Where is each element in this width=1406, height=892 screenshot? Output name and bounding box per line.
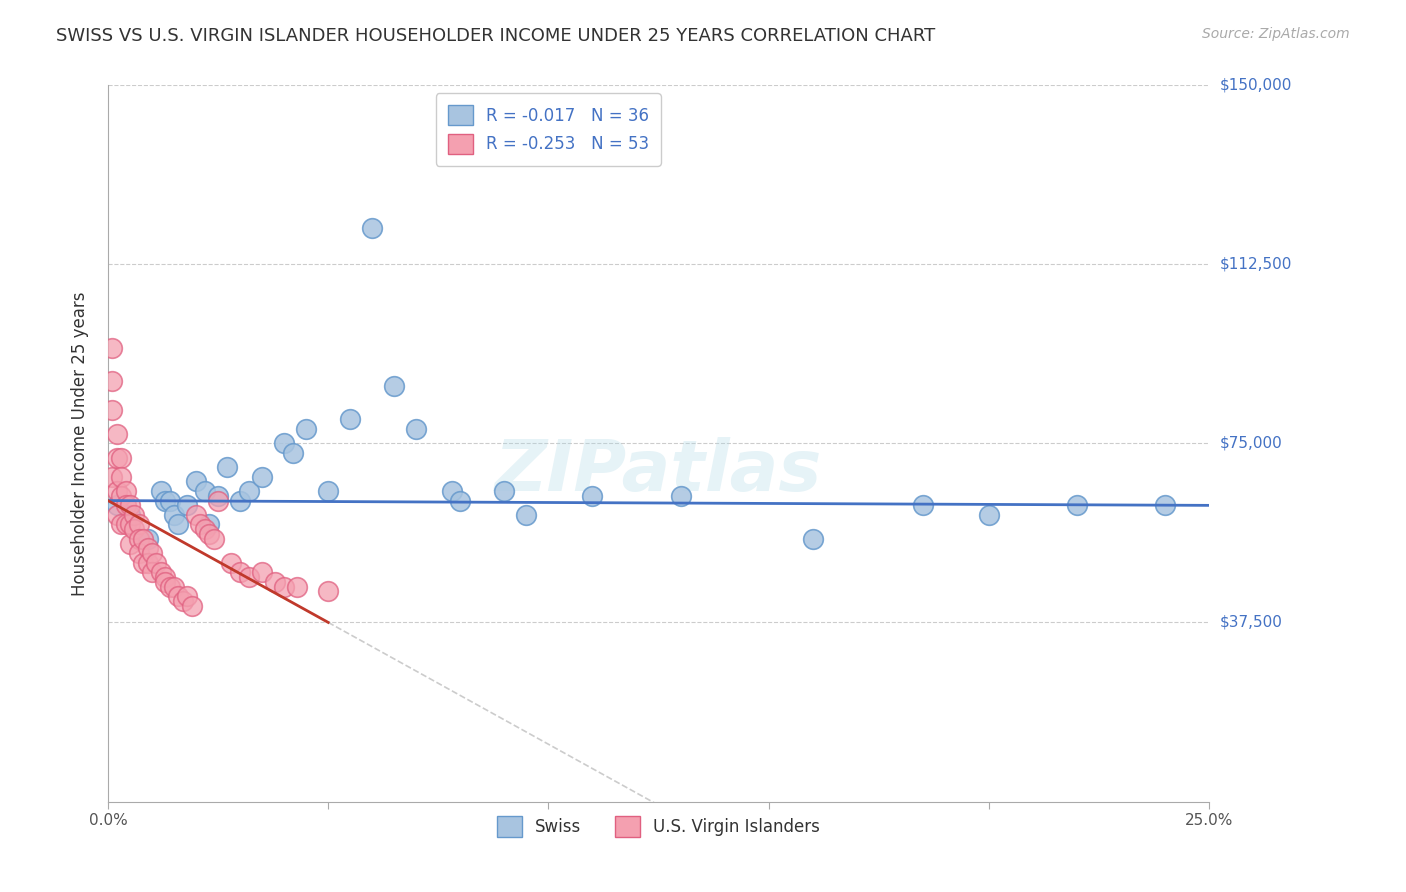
Point <box>101 374 124 388</box>
Point <box>207 493 229 508</box>
Point <box>215 460 238 475</box>
Point <box>128 532 150 546</box>
Point <box>361 221 384 235</box>
Point <box>669 489 692 503</box>
Point <box>801 532 824 546</box>
Point <box>229 566 252 580</box>
Point <box>114 517 136 532</box>
Point <box>124 522 146 536</box>
Text: $150,000: $150,000 <box>1220 78 1292 93</box>
Point <box>128 546 150 560</box>
Point <box>207 489 229 503</box>
Point <box>198 527 221 541</box>
Point <box>118 499 141 513</box>
Point <box>405 422 427 436</box>
Point <box>101 402 124 417</box>
Point <box>155 574 177 589</box>
Point <box>163 580 186 594</box>
Point <box>136 556 159 570</box>
Legend: Swiss, U.S. Virgin Islanders: Swiss, U.S. Virgin Islanders <box>491 810 827 844</box>
Point <box>382 379 405 393</box>
Point <box>172 594 194 608</box>
Point <box>124 508 146 522</box>
Point <box>141 546 163 560</box>
Point <box>295 422 318 436</box>
Point <box>136 541 159 556</box>
Point <box>110 517 132 532</box>
Point <box>515 508 537 522</box>
Point <box>250 566 273 580</box>
Text: $37,500: $37,500 <box>1220 615 1284 630</box>
Point <box>1066 499 1088 513</box>
Point <box>101 469 124 483</box>
Point <box>440 483 463 498</box>
Point <box>180 599 202 613</box>
Point <box>273 580 295 594</box>
Point <box>911 499 934 513</box>
Point <box>105 483 128 498</box>
Point <box>114 499 136 513</box>
Point <box>581 489 603 503</box>
Point <box>273 436 295 450</box>
Point <box>167 589 190 603</box>
Point <box>339 412 361 426</box>
Point <box>159 580 181 594</box>
Point <box>194 522 217 536</box>
Point <box>149 483 172 498</box>
Text: Source: ZipAtlas.com: Source: ZipAtlas.com <box>1202 27 1350 41</box>
Point <box>449 493 471 508</box>
Text: $75,000: $75,000 <box>1220 436 1282 450</box>
Point <box>118 536 141 550</box>
Y-axis label: Householder Income Under 25 years: Householder Income Under 25 years <box>72 291 89 596</box>
Point <box>163 508 186 522</box>
Point <box>149 566 172 580</box>
Point <box>1154 499 1177 513</box>
Point <box>194 483 217 498</box>
Point <box>128 517 150 532</box>
Point <box>136 532 159 546</box>
Point <box>105 450 128 465</box>
Point <box>132 556 155 570</box>
Point <box>184 475 207 489</box>
Point <box>159 493 181 508</box>
Text: $112,500: $112,500 <box>1220 257 1292 271</box>
Point <box>114 483 136 498</box>
Point <box>155 493 177 508</box>
Text: SWISS VS U.S. VIRGIN ISLANDER HOUSEHOLDER INCOME UNDER 25 YEARS CORRELATION CHAR: SWISS VS U.S. VIRGIN ISLANDER HOUSEHOLDE… <box>56 27 935 45</box>
Point <box>198 517 221 532</box>
Point <box>105 426 128 441</box>
Point <box>287 580 309 594</box>
Point <box>101 341 124 355</box>
Point <box>110 469 132 483</box>
Point <box>190 517 212 532</box>
Point <box>132 532 155 546</box>
Point <box>105 508 128 522</box>
Point <box>118 508 141 522</box>
Point <box>118 517 141 532</box>
Point <box>238 483 260 498</box>
Point <box>184 508 207 522</box>
Point <box>229 493 252 508</box>
Point <box>281 446 304 460</box>
Point <box>238 570 260 584</box>
Point <box>110 450 132 465</box>
Point <box>494 483 516 498</box>
Point <box>202 532 225 546</box>
Point <box>264 574 287 589</box>
Point <box>145 556 167 570</box>
Point <box>316 584 339 599</box>
Point <box>176 589 198 603</box>
Point <box>250 469 273 483</box>
Point <box>110 489 132 503</box>
Point <box>155 570 177 584</box>
Point <box>316 483 339 498</box>
Point <box>977 508 1000 522</box>
Point <box>105 499 128 513</box>
Text: ZIPatlas: ZIPatlas <box>495 437 823 507</box>
Point <box>167 517 190 532</box>
Point <box>176 499 198 513</box>
Point <box>141 566 163 580</box>
Point <box>221 556 243 570</box>
